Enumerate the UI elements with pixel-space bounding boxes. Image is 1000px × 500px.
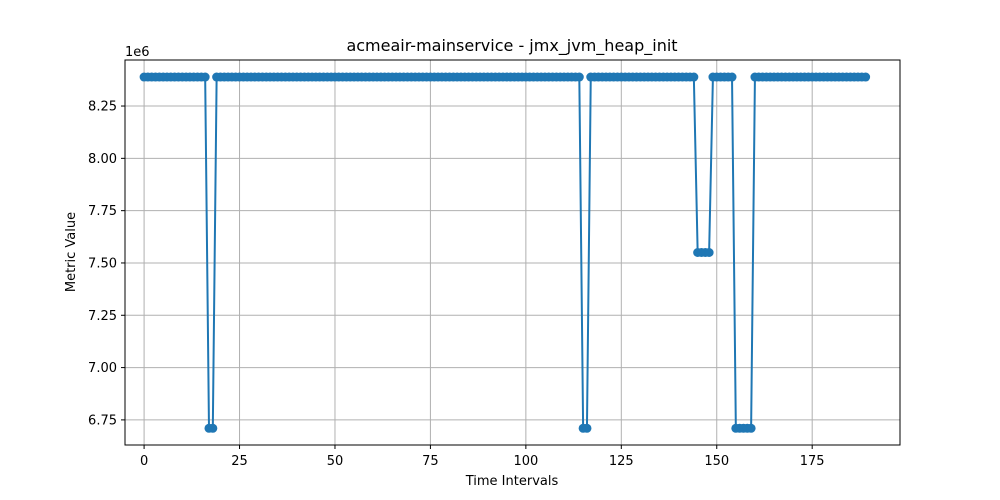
data-point — [704, 248, 714, 257]
series-line-group — [139, 72, 871, 433]
x-tick-label: 125 — [609, 454, 634, 469]
x-tick-label: 175 — [800, 454, 825, 469]
x-tick-label: 75 — [422, 454, 439, 469]
x-axis: 0 25 50 75 100 125 150 175 — [140, 445, 825, 469]
y-tick-label: 7.50 — [88, 256, 117, 271]
data-point — [208, 423, 218, 433]
data-point — [861, 72, 871, 82]
y-tick-label: 7.25 — [88, 309, 117, 324]
data-point — [574, 72, 584, 82]
y-axis: 6.75 7.00 7.25 7.50 7.75 8.00 8.25 — [88, 100, 125, 428]
data-point — [200, 72, 210, 82]
data-point — [727, 72, 737, 82]
plot-frame — [124, 59, 901, 446]
y-multiplier-label: 1e6 — [125, 45, 150, 60]
x-tick-label: 25 — [231, 454, 248, 469]
data-point — [582, 423, 592, 433]
x-tick-label: 0 — [140, 454, 148, 469]
x-tick-label: 50 — [327, 454, 344, 469]
x-axis-label: Time Intervals — [465, 474, 559, 489]
data-point — [746, 423, 756, 433]
y-tick-label: 8.25 — [88, 100, 117, 115]
y-tick-label: 6.75 — [88, 413, 117, 428]
data-point — [689, 72, 699, 82]
y-tick-label: 7.00 — [88, 361, 117, 376]
series-line — [144, 76, 866, 430]
x-tick-label: 100 — [513, 454, 538, 469]
y-tick-label: 7.75 — [88, 204, 117, 219]
x-tick-label: 150 — [704, 454, 729, 469]
grid-lines — [125, 60, 900, 445]
y-tick-label: 8.00 — [88, 152, 117, 167]
chart-title: acmeair-mainservice - jmx_jvm_heap_init — [346, 36, 677, 56]
y-axis-label: Metric Value — [64, 212, 79, 292]
